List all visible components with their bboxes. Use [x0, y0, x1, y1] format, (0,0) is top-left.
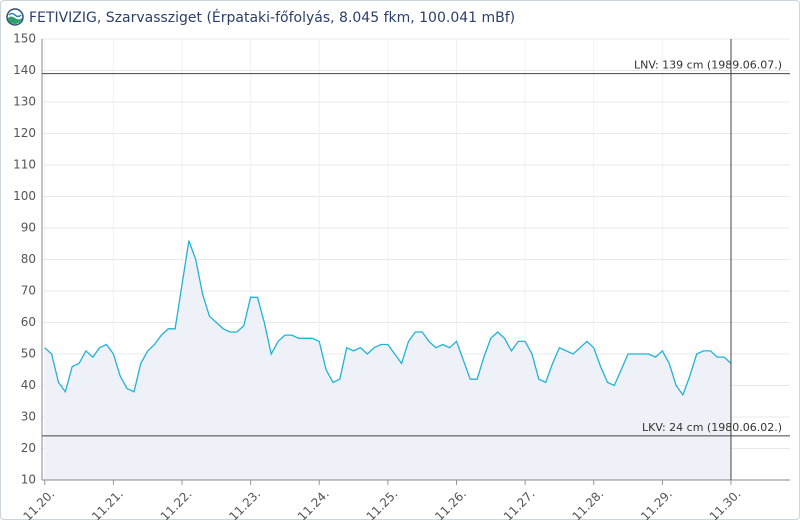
y-tick-label: 20: [21, 441, 36, 455]
y-tick-label: 120: [13, 126, 36, 140]
y-tick-label: 60: [21, 315, 36, 329]
x-tick-label: 11.23.: [226, 487, 263, 520]
x-tick-label: 11.26.: [432, 487, 469, 520]
x-tick-label: 11.29.: [638, 487, 675, 520]
y-tick-label: 110: [13, 158, 36, 172]
x-tick-label: 11.30.: [707, 487, 744, 520]
y-tick-label: 150: [13, 32, 36, 46]
chart-title: FETIVIZIG, Szarvassziget (Érpataki-főfol…: [29, 9, 515, 26]
y-tick-label: 80: [21, 252, 36, 266]
x-tick-label: 11.24.: [295, 487, 332, 520]
y-tick-label: 30: [21, 410, 36, 424]
reference-label: LNV: 139 cm (1989.06.07.): [634, 59, 782, 72]
y-tick-label: 90: [21, 221, 36, 235]
x-tick-label: 11.25.: [364, 487, 401, 520]
line: [44, 240, 732, 397]
y-tick-label: 70: [21, 284, 36, 298]
y-tick-label: 40: [21, 378, 36, 392]
area-fill: [44, 240, 731, 480]
y-tick-label: 130: [13, 95, 36, 109]
y-tick-label: 100: [13, 189, 36, 203]
y-tick-label: 10: [21, 473, 36, 487]
x-tick-label: 11.27.: [501, 487, 538, 520]
logo: [6, 8, 24, 26]
x-tick-label: 11.20.: [20, 487, 57, 520]
y-tick-label: 50: [21, 347, 36, 361]
x-tick-label: 11.22.: [158, 487, 195, 520]
x-tick-label: 11.21.: [89, 487, 126, 520]
x-tick-label: 11.28.: [569, 487, 606, 520]
reference-label: LKV: 24 cm (1980.06.02.): [642, 421, 782, 434]
y-tick-label: 140: [13, 63, 36, 77]
